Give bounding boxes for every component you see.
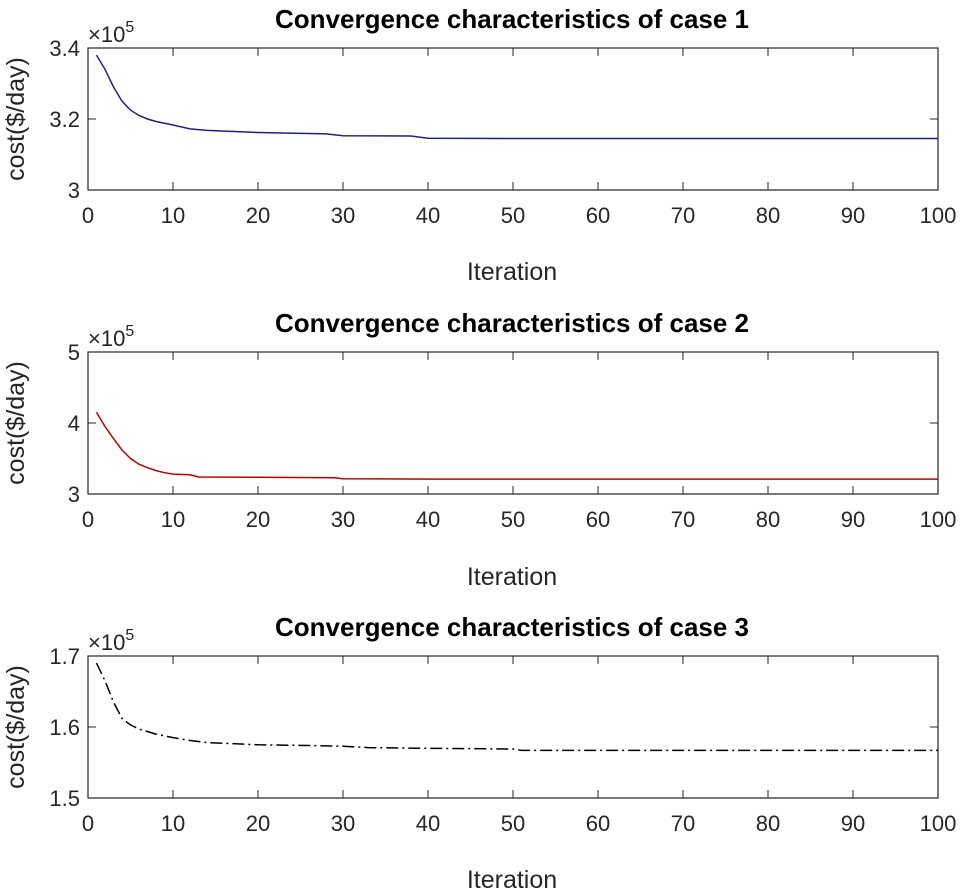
y-axis-label: cost($/day) bbox=[2, 361, 30, 485]
x-tick-label: 70 bbox=[671, 811, 695, 836]
series-line bbox=[95, 411, 938, 480]
x-tick-label: 50 bbox=[501, 507, 525, 532]
x-tick-label: 90 bbox=[841, 507, 865, 532]
x-axis-label: Iteration bbox=[467, 563, 557, 591]
y-tick-label: 1.5 bbox=[49, 786, 80, 811]
x-tick-label: 30 bbox=[331, 811, 355, 836]
chart-title: Convergence characteristics of case 1 bbox=[275, 4, 749, 34]
x-tick-label: 60 bbox=[586, 507, 610, 532]
x-tick-label: 10 bbox=[161, 507, 185, 532]
y-multiplier-exponent: 5 bbox=[125, 627, 134, 644]
x-ticks: 0 10 20 30 40 50 60 70 80 90 100 bbox=[82, 352, 956, 532]
y-multiplier-exponent: 5 bbox=[125, 19, 134, 36]
x-tick-label: 90 bbox=[841, 811, 865, 836]
chart-panel-case-1: Convergence characteristics of case 1 ×1… bbox=[2, 4, 956, 286]
x-tick-label: 10 bbox=[161, 811, 185, 836]
x-ticks: 0 10 20 30 40 50 60 70 80 90 100 bbox=[82, 48, 956, 228]
x-tick-label: 90 bbox=[841, 203, 865, 228]
x-tick-label: 0 bbox=[82, 203, 94, 228]
x-tick-label: 60 bbox=[586, 811, 610, 836]
x-tick-label: 40 bbox=[416, 203, 440, 228]
chart-title: Convergence characteristics of case 2 bbox=[275, 308, 749, 338]
y-axis-label: cost($/day) bbox=[2, 57, 30, 181]
chart-panel-case-3: Convergence characteristics of case 3 ×1… bbox=[2, 612, 956, 894]
x-tick-label: 80 bbox=[756, 203, 780, 228]
x-tick-label: 80 bbox=[756, 811, 780, 836]
y-tick-label: 3 bbox=[68, 178, 80, 203]
y-tick-label: 5 bbox=[68, 340, 80, 365]
x-tick-label: 80 bbox=[756, 507, 780, 532]
x-tick-label: 50 bbox=[501, 811, 525, 836]
y-ticks: 1.5 1.6 1.7 bbox=[49, 644, 938, 811]
y-tick-label: 3.4 bbox=[49, 36, 80, 61]
x-tick-label: 30 bbox=[331, 507, 355, 532]
y-multiplier-base: ×10 bbox=[88, 630, 125, 655]
plot-area bbox=[87, 47, 939, 191]
y-multiplier-exponent: 5 bbox=[125, 323, 134, 340]
series-line bbox=[95, 662, 938, 752]
x-axis-label: Iteration bbox=[467, 866, 557, 894]
x-tick-label: 40 bbox=[416, 811, 440, 836]
y-tick-label: 1.6 bbox=[49, 715, 80, 740]
x-tick-label: 20 bbox=[246, 811, 270, 836]
x-tick-label: 10 bbox=[161, 203, 185, 228]
x-tick-label: 60 bbox=[586, 203, 610, 228]
y-multiplier-base: ×10 bbox=[88, 22, 125, 47]
chart-title: Convergence characteristics of case 3 bbox=[275, 612, 749, 642]
x-tick-label: 100 bbox=[920, 203, 957, 228]
y-tick-label: 1.7 bbox=[49, 644, 80, 669]
y-multiplier: ×105 bbox=[88, 19, 134, 47]
plot-area bbox=[87, 351, 939, 495]
x-axis-label: Iteration bbox=[467, 258, 557, 286]
x-tick-label: 50 bbox=[501, 203, 525, 228]
y-tick-label: 4 bbox=[68, 411, 80, 436]
x-tick-label: 20 bbox=[246, 507, 270, 532]
x-tick-label: 30 bbox=[331, 203, 355, 228]
y-ticks: 3 3.2 3.4 bbox=[49, 36, 938, 203]
y-multiplier-base: ×10 bbox=[88, 326, 125, 351]
plot-area bbox=[87, 655, 939, 799]
x-tick-label: 0 bbox=[82, 811, 94, 836]
x-tick-label: 100 bbox=[920, 811, 957, 836]
y-tick-label: 3 bbox=[68, 482, 80, 507]
x-tick-label: 40 bbox=[416, 507, 440, 532]
x-tick-label: 0 bbox=[82, 507, 94, 532]
series-line bbox=[95, 54, 938, 140]
x-tick-label: 20 bbox=[246, 203, 270, 228]
y-multiplier: ×105 bbox=[88, 627, 134, 655]
y-axis-label: cost($/day) bbox=[2, 665, 30, 789]
y-ticks: 3 4 5 bbox=[68, 340, 938, 507]
x-tick-label: 70 bbox=[671, 507, 695, 532]
y-tick-label: 3.2 bbox=[49, 107, 80, 132]
x-tick-label: 100 bbox=[920, 507, 957, 532]
x-tick-label: 70 bbox=[671, 203, 695, 228]
y-multiplier: ×105 bbox=[88, 323, 134, 351]
x-ticks: 0 10 20 30 40 50 60 70 80 90 100 bbox=[82, 656, 956, 836]
chart-panel-case-2: Convergence characteristics of case 2 ×1… bbox=[2, 308, 956, 591]
